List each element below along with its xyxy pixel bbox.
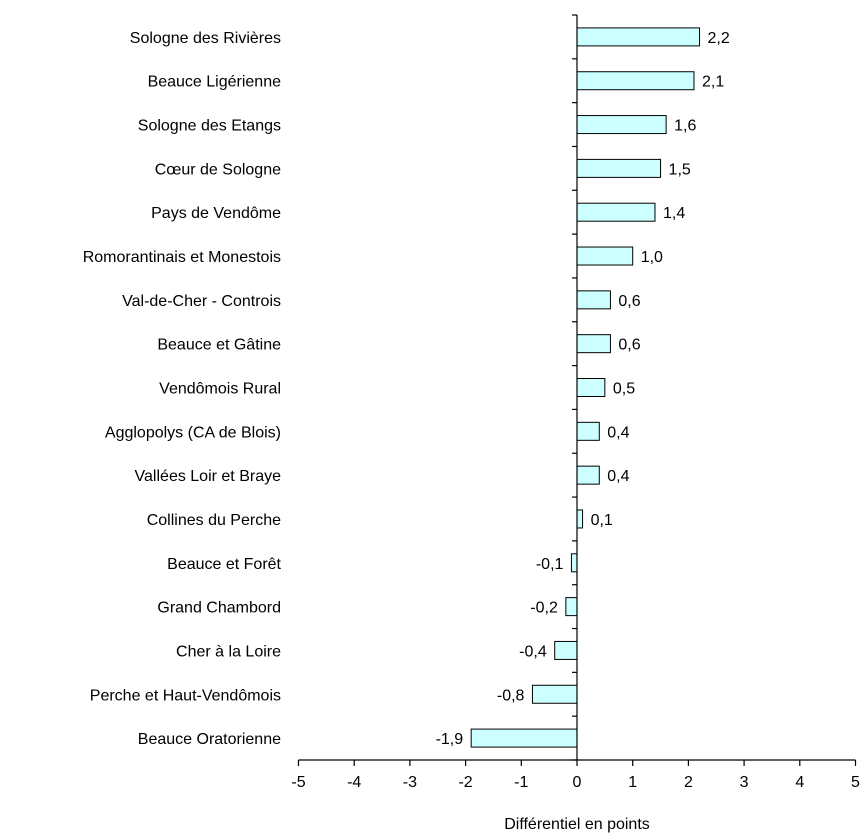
bar — [576, 290, 611, 310]
bar — [570, 553, 578, 573]
x-tick-label: -5 — [291, 774, 305, 791]
x-tick-label: 4 — [795, 774, 804, 791]
bar — [576, 421, 600, 441]
category-label: Cher à la Loire — [176, 643, 281, 660]
x-tick-label: 3 — [740, 774, 749, 791]
value-label: 1,6 — [674, 118, 696, 135]
value-label: 0,4 — [607, 468, 629, 485]
x-tick-label: 0 — [573, 774, 582, 791]
bar — [554, 640, 578, 660]
category-label: Val-de-Cher - Controis — [122, 293, 281, 310]
category-label: Collines du Perche — [147, 512, 281, 529]
category-label: Sologne des Etangs — [138, 118, 281, 135]
value-label: -1,9 — [436, 731, 464, 748]
bar — [576, 509, 584, 529]
value-label: 1,0 — [641, 249, 663, 266]
x-tick-label: -2 — [458, 774, 472, 791]
x-tick-label: 5 — [851, 774, 860, 791]
value-label: 0,4 — [607, 424, 629, 441]
bar — [576, 202, 656, 222]
x-tick-label: -3 — [403, 774, 417, 791]
value-label: -0,4 — [519, 643, 547, 660]
category-label: Beauce Ligérienne — [148, 74, 282, 91]
bars-group — [470, 27, 701, 748]
x-tick-label: 1 — [628, 774, 637, 791]
bar — [576, 465, 600, 485]
value-label: 2,1 — [702, 74, 724, 91]
category-label: Sologne des Rivières — [130, 30, 281, 47]
bar — [470, 728, 578, 748]
x-axis-label: Différentiel en points — [504, 816, 650, 833]
value-label: 0,6 — [618, 337, 640, 354]
category-label: Romorantinais et Monestois — [83, 249, 281, 266]
bar — [576, 158, 662, 178]
x-tick-label: 2 — [684, 774, 693, 791]
category-label: Vendômois Rural — [159, 381, 281, 398]
value-label: -0,8 — [497, 687, 525, 704]
category-label: Beauce et Gâtine — [157, 337, 281, 354]
category-label: Pays de Vendôme — [151, 205, 281, 222]
value-labels: 2,2 2,1 1,6 1,5 1,4 1,0 0,6 0,6 0,5 0,4 0,4 0,1 -0,1… — [436, 30, 730, 748]
value-label: 2,2 — [708, 30, 730, 47]
bar — [576, 246, 634, 266]
value-label: -0,2 — [530, 600, 558, 617]
bar — [576, 27, 701, 47]
bar — [565, 597, 578, 617]
bar — [576, 334, 611, 354]
value-label: 0,5 — [613, 381, 635, 398]
category-label: Perche et Haut-Vendômois — [90, 687, 281, 704]
category-label: Beauce Oratorienne — [138, 731, 281, 748]
value-label: -0,1 — [536, 556, 564, 573]
bar — [576, 378, 606, 397]
x-tick-label: -1 — [514, 774, 528, 791]
axes: -5 -4 -3 -2 -1 0 1 2 3 4 5 — [291, 14, 860, 791]
value-label: 1,4 — [663, 205, 685, 222]
category-label: Grand Chambord — [157, 600, 281, 617]
category-labels: Sologne des Rivières Beauce Ligérienne Sol… — [83, 30, 282, 748]
bar — [576, 115, 667, 135]
bar — [576, 71, 695, 91]
value-label: 0,6 — [618, 293, 640, 310]
category-label: Cœur de Sologne — [155, 161, 281, 178]
category-label: Vallées Loir et Braye — [135, 468, 282, 485]
value-label: 1,5 — [669, 161, 691, 178]
x-tick-label: -4 — [347, 774, 361, 791]
value-label: 0,1 — [591, 512, 613, 529]
category-label: Agglopolys (CA de Blois) — [105, 424, 281, 441]
bar — [531, 684, 578, 704]
category-label: Beauce et Forêt — [167, 556, 281, 573]
